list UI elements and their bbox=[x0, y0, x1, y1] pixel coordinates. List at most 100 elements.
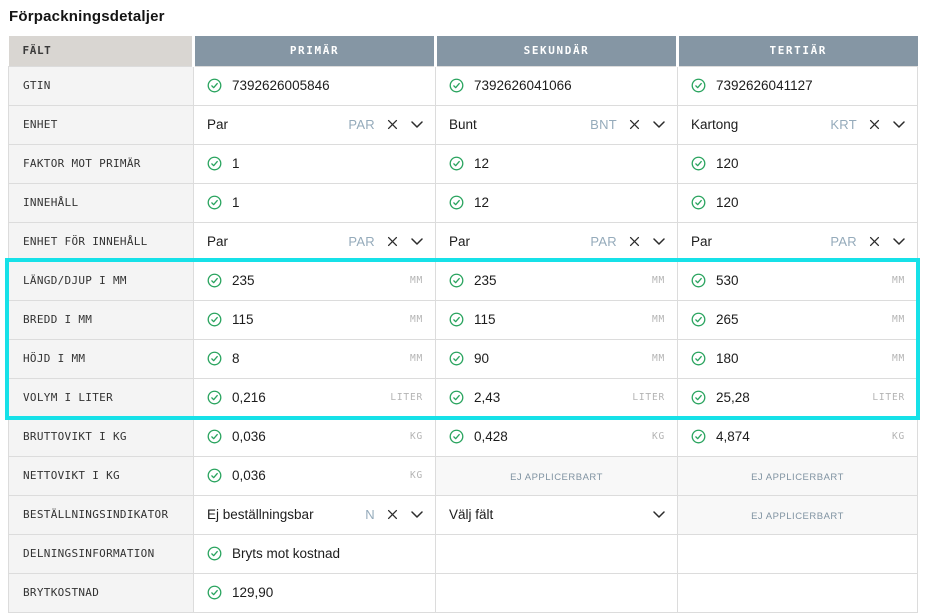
field-value-cell[interactable]: 7392626041066 bbox=[435, 65, 678, 106]
check-circle-icon bbox=[207, 351, 222, 366]
field-value-cell[interactable]: 0,428 KG bbox=[435, 416, 678, 457]
field-value-cell[interactable]: Bryts mot kostnad bbox=[193, 533, 436, 574]
check-circle-icon bbox=[691, 195, 706, 210]
field-value-cell[interactable]: 12 bbox=[435, 143, 678, 184]
dropdown-cell[interactable]: Ej beställningsbar N bbox=[193, 494, 436, 535]
unit-code-label: KRT bbox=[830, 117, 857, 132]
selected-option: Ej beställningsbar bbox=[207, 507, 314, 522]
field-value-cell[interactable]: 1 bbox=[193, 143, 436, 184]
empty-cell bbox=[677, 533, 918, 574]
check-circle-icon bbox=[207, 78, 222, 93]
field-value-cell[interactable]: 129,90 bbox=[193, 572, 436, 613]
check-circle-icon bbox=[207, 585, 222, 600]
clear-icon[interactable] bbox=[869, 119, 880, 130]
field-value-cell[interactable]: 4,874 KG bbox=[677, 416, 918, 457]
table-row: ENHET Par PAR Bunt BNT Kartong KRT bbox=[8, 104, 918, 145]
field-value-cell[interactable]: 235 MM bbox=[193, 260, 436, 301]
field-value-cell[interactable]: 0,036 KG bbox=[193, 455, 436, 496]
check-circle-icon bbox=[207, 546, 222, 561]
unit-label: MM bbox=[891, 275, 905, 286]
not-applicable-label: EJ APPLICERBART bbox=[751, 471, 844, 483]
clear-icon[interactable] bbox=[629, 236, 640, 247]
unit-label: MM bbox=[891, 353, 905, 364]
chevron-down-icon[interactable] bbox=[411, 511, 423, 518]
chevron-down-icon[interactable] bbox=[893, 121, 905, 128]
dropdown-cell[interactable]: Bunt BNT bbox=[435, 104, 678, 145]
field-value: 120 bbox=[716, 156, 739, 171]
chevron-down-icon[interactable] bbox=[653, 121, 665, 128]
field-value-cell[interactable]: 90 MM bbox=[435, 338, 678, 379]
unit-label: KG bbox=[891, 431, 905, 442]
check-circle-icon bbox=[691, 312, 706, 327]
field-value: 530 bbox=[716, 273, 739, 288]
packaging-table: FÄLT PRIMÄR SEKUNDÄR TERTIÄR GTIN 7392626… bbox=[8, 36, 918, 613]
dropdown-cell[interactable]: Kartong KRT bbox=[677, 104, 918, 145]
field-value-cell[interactable]: 115 MM bbox=[435, 299, 678, 340]
field-label: LÄNGD/DJUP I MM bbox=[8, 260, 194, 301]
field-value: 0,428 bbox=[474, 429, 508, 444]
field-value-cell[interactable]: 180 MM bbox=[677, 338, 918, 379]
field-value-cell[interactable]: 8 MM bbox=[193, 338, 436, 379]
field-value: 2,43 bbox=[474, 390, 501, 405]
not-applicable-label: EJ APPLICERBART bbox=[510, 471, 603, 483]
dropdown-cell[interactable]: Par PAR bbox=[193, 221, 436, 262]
check-circle-icon bbox=[207, 429, 222, 444]
check-circle-icon bbox=[449, 273, 464, 288]
chevron-down-icon[interactable] bbox=[893, 238, 905, 245]
field-value-cell[interactable]: 2,43 LITER bbox=[435, 377, 678, 418]
field-value-cell[interactable]: 120 bbox=[677, 182, 918, 223]
unit-label: MM bbox=[891, 314, 905, 325]
dropdown-cell[interactable]: Par PAR bbox=[677, 221, 918, 262]
field-value: 0,036 bbox=[232, 468, 266, 483]
field-value-cell[interactable]: 0,036 KG bbox=[193, 416, 436, 457]
clear-icon[interactable] bbox=[869, 236, 880, 247]
chevron-down-icon[interactable] bbox=[411, 238, 423, 245]
unit-code-label: N bbox=[365, 507, 375, 522]
table-row: BREDD I MM 115 MM 115 MM 265 MM bbox=[8, 299, 918, 340]
not-applicable-label: EJ APPLICERBART bbox=[751, 510, 844, 522]
unit-code-label: PAR bbox=[590, 234, 617, 249]
chevron-down-icon[interactable] bbox=[411, 121, 423, 128]
field-label: DELNINGSINFORMATION bbox=[8, 533, 194, 574]
selected-option: Par bbox=[207, 234, 229, 249]
dropdown-cell[interactable]: Välj fält bbox=[435, 494, 678, 535]
field-value-cell[interactable]: 12 bbox=[435, 182, 678, 223]
clear-icon[interactable] bbox=[387, 236, 398, 247]
column-header-tertiar: TERTIÄR bbox=[676, 36, 918, 66]
check-circle-icon bbox=[207, 273, 222, 288]
clear-icon[interactable] bbox=[629, 119, 640, 130]
field-value: 120 bbox=[716, 195, 739, 210]
clear-icon[interactable] bbox=[387, 509, 398, 520]
chevron-down-icon[interactable] bbox=[653, 238, 665, 245]
field-value-cell[interactable]: 120 bbox=[677, 143, 918, 184]
check-circle-icon bbox=[449, 429, 464, 444]
column-header-falt: FÄLT bbox=[8, 36, 194, 66]
chevron-down-icon[interactable] bbox=[653, 511, 665, 518]
field-value-cell[interactable]: 265 MM bbox=[677, 299, 918, 340]
check-circle-icon bbox=[691, 156, 706, 171]
dropdown-cell[interactable]: Par PAR bbox=[193, 104, 436, 145]
check-circle-icon bbox=[449, 390, 464, 405]
field-value: 25,28 bbox=[716, 390, 750, 405]
field-value-cell[interactable]: 115 MM bbox=[193, 299, 436, 340]
field-value-cell[interactable]: 7392626005846 bbox=[193, 65, 436, 106]
field-value-cell[interactable]: 1 bbox=[193, 182, 436, 223]
field-value-cell[interactable]: 0,216 LITER bbox=[193, 377, 436, 418]
check-circle-icon bbox=[207, 390, 222, 405]
selected-option: Bunt bbox=[449, 117, 477, 132]
field-value: 1 bbox=[232, 156, 240, 171]
field-value-cell[interactable]: 25,28 LITER bbox=[677, 377, 918, 418]
field-value-cell[interactable]: 235 MM bbox=[435, 260, 678, 301]
selected-option: Par bbox=[207, 117, 229, 132]
dropdown-cell[interactable]: Par PAR bbox=[435, 221, 678, 262]
clear-icon[interactable] bbox=[387, 119, 398, 130]
field-value: 7392626041066 bbox=[474, 78, 572, 93]
field-value-cell[interactable]: 530 MM bbox=[677, 260, 918, 301]
table-row: DELNINGSINFORMATION Bryts mot kostnad bbox=[8, 533, 918, 574]
check-circle-icon bbox=[449, 156, 464, 171]
field-value: 180 bbox=[716, 351, 739, 366]
field-value: 129,90 bbox=[232, 585, 274, 600]
field-value-cell[interactable]: 7392626041127 bbox=[677, 65, 918, 106]
field-label: NETTOVIKT I KG bbox=[8, 455, 194, 496]
